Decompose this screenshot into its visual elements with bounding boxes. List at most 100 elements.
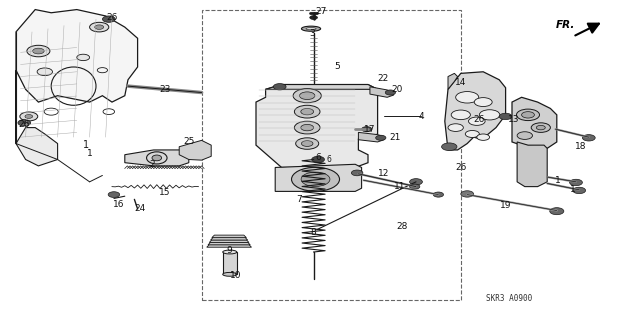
Ellipse shape xyxy=(292,167,339,191)
Circle shape xyxy=(517,132,532,139)
Circle shape xyxy=(385,90,396,95)
Circle shape xyxy=(18,120,31,126)
Circle shape xyxy=(273,84,286,90)
Ellipse shape xyxy=(301,26,321,31)
Polygon shape xyxy=(209,240,249,242)
Circle shape xyxy=(95,25,104,29)
Text: 16: 16 xyxy=(113,200,124,209)
Text: 25: 25 xyxy=(183,137,195,146)
Text: 21: 21 xyxy=(390,133,401,142)
Circle shape xyxy=(376,135,386,140)
Text: 22: 22 xyxy=(377,74,388,83)
Polygon shape xyxy=(207,245,252,247)
Circle shape xyxy=(582,135,595,141)
Polygon shape xyxy=(16,70,58,166)
Circle shape xyxy=(531,123,550,132)
Text: 1: 1 xyxy=(87,149,92,158)
Polygon shape xyxy=(211,237,248,240)
Text: 10: 10 xyxy=(230,271,241,280)
Circle shape xyxy=(362,127,372,132)
Text: 20: 20 xyxy=(391,85,403,94)
Circle shape xyxy=(448,124,463,131)
Circle shape xyxy=(294,105,320,118)
Text: 1: 1 xyxy=(570,185,575,194)
Text: 19: 19 xyxy=(500,201,511,210)
Circle shape xyxy=(301,124,314,131)
Polygon shape xyxy=(125,150,189,166)
Circle shape xyxy=(90,22,109,32)
Circle shape xyxy=(499,113,512,120)
Text: 24: 24 xyxy=(134,204,145,213)
Ellipse shape xyxy=(223,272,237,276)
Circle shape xyxy=(433,192,444,197)
Circle shape xyxy=(293,89,321,103)
Text: 15: 15 xyxy=(159,189,171,197)
Text: 27: 27 xyxy=(316,7,327,16)
Text: 28: 28 xyxy=(396,222,408,231)
Circle shape xyxy=(461,191,474,197)
Circle shape xyxy=(536,125,545,130)
Text: FR.: FR. xyxy=(556,19,575,30)
Circle shape xyxy=(25,115,33,118)
Text: 6: 6 xyxy=(316,153,321,162)
Circle shape xyxy=(477,134,490,140)
Polygon shape xyxy=(266,85,378,89)
Circle shape xyxy=(37,68,52,76)
Circle shape xyxy=(522,112,534,118)
Circle shape xyxy=(479,110,500,120)
Circle shape xyxy=(456,92,479,103)
Text: 17: 17 xyxy=(364,125,376,134)
Circle shape xyxy=(310,16,317,19)
Text: 12: 12 xyxy=(378,169,390,178)
Text: 1: 1 xyxy=(556,176,561,185)
Circle shape xyxy=(573,187,586,194)
Polygon shape xyxy=(517,142,547,187)
Text: 7: 7 xyxy=(297,195,302,204)
Text: 23: 23 xyxy=(159,85,171,94)
Polygon shape xyxy=(212,235,246,238)
Circle shape xyxy=(33,48,44,54)
Circle shape xyxy=(27,45,50,57)
Text: 14: 14 xyxy=(455,78,467,87)
Circle shape xyxy=(550,208,564,215)
Circle shape xyxy=(108,192,120,197)
Ellipse shape xyxy=(223,250,237,254)
Text: 18: 18 xyxy=(575,142,587,151)
Polygon shape xyxy=(223,252,237,274)
Circle shape xyxy=(410,179,422,185)
Polygon shape xyxy=(179,140,211,160)
Bar xyxy=(202,10,461,300)
Polygon shape xyxy=(16,10,138,102)
Circle shape xyxy=(468,117,485,125)
Circle shape xyxy=(516,109,540,121)
Circle shape xyxy=(296,138,319,149)
Circle shape xyxy=(77,54,90,61)
Circle shape xyxy=(301,108,314,115)
Circle shape xyxy=(102,16,115,22)
Polygon shape xyxy=(448,73,458,89)
Ellipse shape xyxy=(152,155,162,161)
Text: 8: 8 xyxy=(311,228,316,237)
Polygon shape xyxy=(208,242,250,245)
Circle shape xyxy=(410,184,420,189)
Ellipse shape xyxy=(306,27,316,30)
Polygon shape xyxy=(370,87,394,97)
Text: 26: 26 xyxy=(473,115,484,124)
Circle shape xyxy=(465,130,479,137)
Circle shape xyxy=(351,170,363,176)
Circle shape xyxy=(442,143,457,151)
Text: SKR3 A0900: SKR3 A0900 xyxy=(486,294,532,303)
Polygon shape xyxy=(512,97,557,150)
Text: 2: 2 xyxy=(150,160,155,169)
Text: 26: 26 xyxy=(455,163,467,172)
Text: 3: 3 xyxy=(310,29,315,38)
Circle shape xyxy=(300,92,315,100)
Circle shape xyxy=(20,112,38,121)
Text: 26: 26 xyxy=(19,120,30,129)
Text: 13: 13 xyxy=(508,115,519,124)
Text: 4: 4 xyxy=(419,112,424,121)
Text: 5: 5 xyxy=(335,63,340,71)
Polygon shape xyxy=(445,72,506,150)
Text: 26: 26 xyxy=(106,13,118,22)
Circle shape xyxy=(312,156,324,163)
